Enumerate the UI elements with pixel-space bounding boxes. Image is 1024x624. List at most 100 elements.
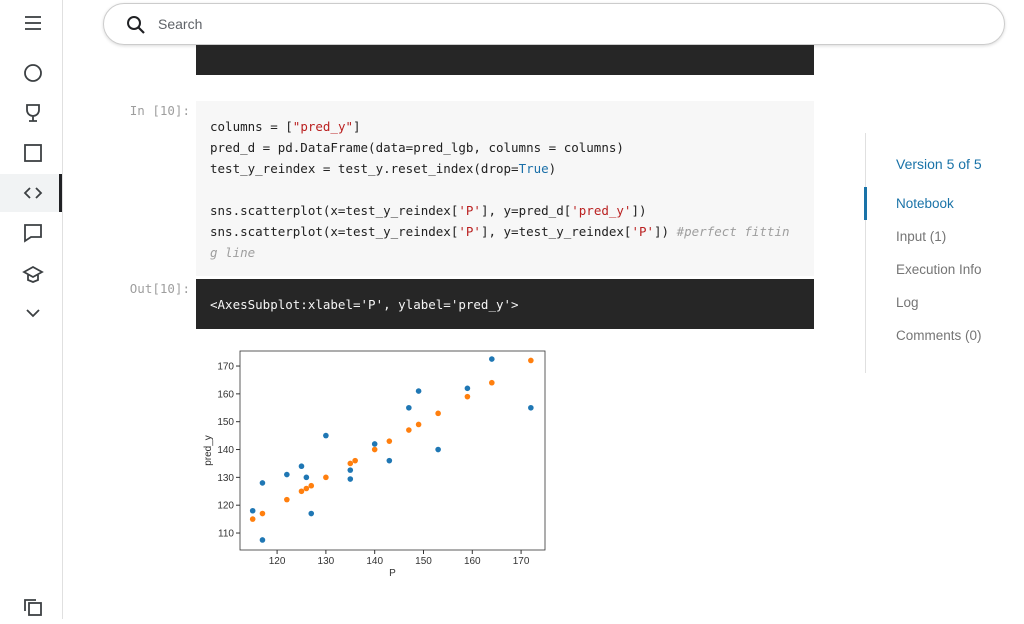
code-token: columns = [ xyxy=(210,119,293,134)
learn-icon[interactable] xyxy=(22,265,44,283)
point xyxy=(284,471,290,478)
search-bar[interactable]: Search xyxy=(103,3,1005,45)
menu-icon[interactable] xyxy=(25,16,41,30)
compass-icon[interactable] xyxy=(24,64,42,82)
x-tick-label: 150 xyxy=(415,556,432,567)
code-token: ]) xyxy=(631,203,647,218)
x-axis-label: P xyxy=(389,568,396,579)
x-tick-label: 170 xyxy=(513,556,530,567)
point xyxy=(435,446,441,453)
x-tick-label: 130 xyxy=(318,556,335,567)
x-tick-label: 140 xyxy=(366,556,383,567)
code-token: ]) xyxy=(654,224,677,239)
nav-item[interactable]: Comments (0) xyxy=(896,328,982,343)
point xyxy=(259,480,266,486)
point xyxy=(415,388,422,394)
point xyxy=(386,457,393,464)
point xyxy=(386,438,393,444)
plot-frame xyxy=(239,350,546,551)
y-tick-label: 130 xyxy=(217,473,234,484)
sidebar-icons xyxy=(0,16,62,616)
nav-active-bar xyxy=(864,187,867,220)
code-token: #perfect fittin xyxy=(676,224,790,239)
nav-rule xyxy=(865,133,866,373)
code-token: test_y_reindex = test_y.reset_index(drop… xyxy=(210,161,519,176)
nav-item[interactable]: Input (1) xyxy=(896,229,947,244)
code-token: ] xyxy=(353,119,361,134)
code-token: 'P' xyxy=(458,203,481,218)
y-tick-label: 160 xyxy=(217,389,234,400)
point xyxy=(249,507,256,514)
code-icon[interactable] xyxy=(23,187,43,199)
point xyxy=(323,432,329,439)
point xyxy=(406,404,412,411)
point xyxy=(415,421,422,428)
code-token: 'P' xyxy=(631,224,655,239)
point xyxy=(435,410,441,417)
nav-item[interactable]: Notebook xyxy=(896,196,954,211)
point xyxy=(489,379,495,386)
search-placeholder: Search xyxy=(158,16,203,32)
code-cell[interactable]: columns = ["pred_y"] pred_d = pd.DataFram… xyxy=(196,101,814,276)
point xyxy=(464,385,471,392)
point xyxy=(259,510,266,517)
code-token: True xyxy=(518,161,549,176)
output-cell: <AxesSubplot:xlabel='P', ylabel='pred_y'… xyxy=(196,279,814,329)
code-token: sns.scatterplot(x=test_y_reindex[ xyxy=(210,203,459,218)
y-axis-label: pred_y xyxy=(203,435,214,466)
code-line: columns = ["pred_y"] xyxy=(210,119,361,134)
code-token: ], y=test_y_reindex[ xyxy=(480,224,632,239)
code-line: sns.scatterplot(x=test_y_reindex['P'], y… xyxy=(210,203,647,218)
code-line: test_y_reindex = test_y.reset_index(drop… xyxy=(210,161,556,176)
point xyxy=(249,516,256,522)
x-tick-label: 120 xyxy=(269,556,286,567)
point xyxy=(347,460,354,467)
point xyxy=(489,356,495,362)
scatter-chart: 120 130 140 150 160 170 110 120 130 140 150 160 170 P… xyxy=(203,350,546,579)
x-tick-label: 160 xyxy=(464,556,481,567)
table-icon[interactable] xyxy=(24,144,42,162)
nav-item[interactable]: Log xyxy=(896,295,919,310)
comment-icon[interactable] xyxy=(24,224,42,243)
code-token: pred_d = pd.DataFrame(data=pred_lgb, col… xyxy=(210,140,624,155)
output-text: <AxesSubplot:xlabel='P', ylabel='pred_y'… xyxy=(210,297,519,312)
active-bg xyxy=(0,174,60,212)
y-tick-label: 170 xyxy=(217,362,234,373)
copy-icon[interactable] xyxy=(28,602,42,616)
code-token: 'pred_y' xyxy=(571,203,632,218)
code-token: g line xyxy=(210,245,256,260)
code-line: g line xyxy=(210,245,255,260)
out-prompt: Out[10]: xyxy=(129,281,190,296)
point xyxy=(347,476,354,482)
sidebar xyxy=(0,0,63,619)
point xyxy=(371,446,378,453)
search-icon xyxy=(127,16,145,34)
code-token: ], y=pred_d[ xyxy=(480,203,572,218)
code-token: sns.scatterplot(x=test_y_reindex[ xyxy=(210,224,459,239)
y-tick-label: 140 xyxy=(217,445,234,456)
point xyxy=(528,357,534,364)
point xyxy=(352,457,358,464)
point xyxy=(303,474,310,481)
point xyxy=(298,488,305,495)
code-line: sns.scatterplot(x=test_y_reindex['P'], y… xyxy=(210,224,790,239)
point xyxy=(308,510,315,517)
in-prompt: In [10]: xyxy=(129,103,190,118)
nav-item[interactable]: Execution Info xyxy=(896,262,982,277)
previous-output xyxy=(196,45,814,75)
code-line: pred_d = pd.DataFrame(data=pred_lgb, col… xyxy=(210,140,624,155)
code-token: ) xyxy=(548,161,557,176)
y-tick-label: 110 xyxy=(218,529,234,540)
trophy-icon[interactable] xyxy=(26,104,40,122)
active-bar xyxy=(59,174,62,212)
point xyxy=(347,467,354,473)
point xyxy=(528,404,534,411)
version-label: Version 5 of 5 xyxy=(896,156,982,172)
code-token: 'P' xyxy=(458,224,481,239)
point xyxy=(323,474,329,481)
more-icon[interactable] xyxy=(26,309,40,318)
point xyxy=(406,427,412,433)
point xyxy=(303,485,310,492)
point xyxy=(284,496,290,503)
code-token: "pred_y" xyxy=(292,119,354,134)
